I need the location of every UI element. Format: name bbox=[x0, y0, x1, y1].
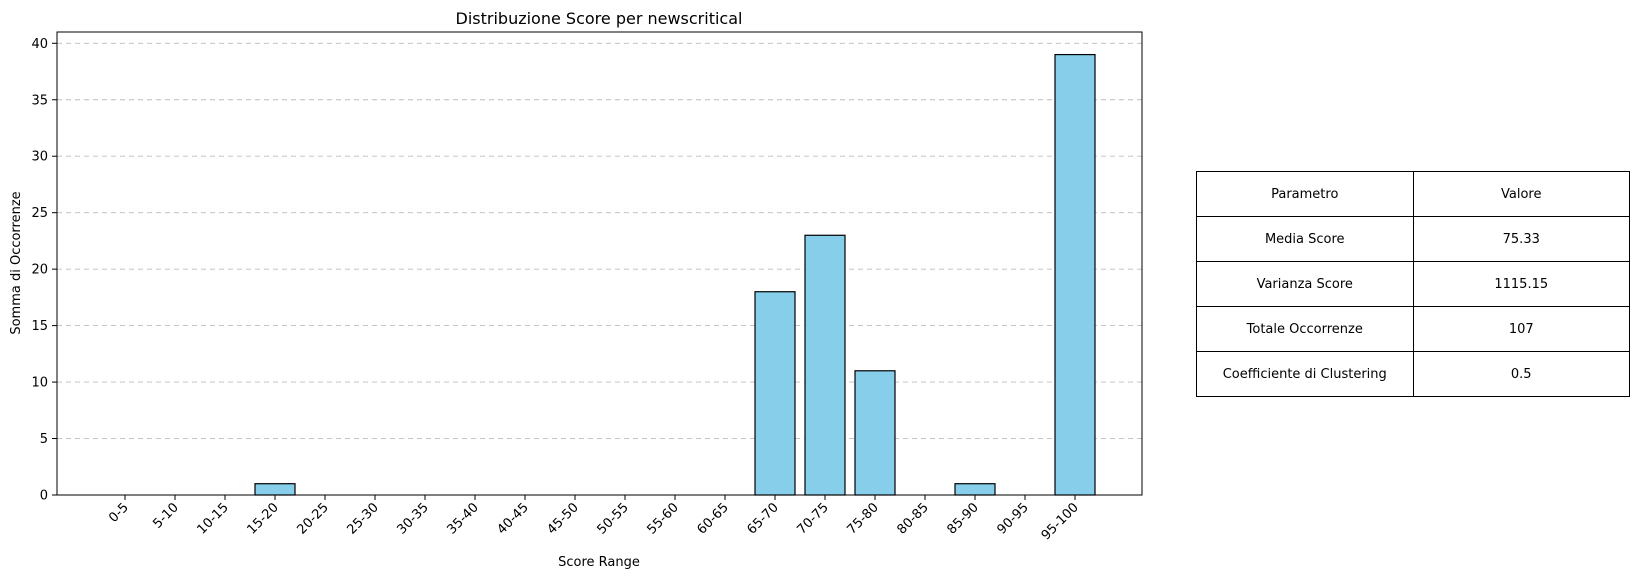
x-tick-label: 15-20 bbox=[245, 500, 282, 537]
y-axis-label: Somma di Occorrenze bbox=[9, 191, 24, 334]
table-header-cell: Valore bbox=[1412, 171, 1630, 217]
y-tick-label: 0 bbox=[40, 489, 48, 504]
x-tick-label: 55-60 bbox=[645, 500, 682, 537]
table-cell-parameter: Media Score bbox=[1196, 216, 1414, 262]
x-tick-label: 90-95 bbox=[995, 500, 1032, 537]
bars bbox=[254, 53, 1096, 496]
table-cell-parameter: Varianza Score bbox=[1196, 261, 1414, 307]
x-tick-label: 50-55 bbox=[595, 500, 632, 537]
statistics-table: Parametro Valore Media Score 75.33 Varia… bbox=[1196, 171, 1630, 397]
x-tick-label: 70-75 bbox=[795, 500, 832, 537]
x-tick-label: 85-90 bbox=[945, 500, 982, 537]
x-tick-label: 5-10 bbox=[150, 500, 181, 531]
table-cell-value: 0.5 bbox=[1412, 351, 1630, 397]
x-tick-label: 40-45 bbox=[495, 500, 532, 537]
table-cell-parameter: Totale Occorrenze bbox=[1196, 306, 1414, 352]
x-axis: 0-5 5-10 10-15 15-20 20-25 25-30 30-35 35-40 40-… bbox=[106, 495, 1082, 543]
table-row: Varianza Score 1115.15 bbox=[1196, 261, 1630, 307]
bar-85-90 bbox=[954, 483, 996, 496]
chart-title: Distribuzione Score per newscritical bbox=[456, 9, 743, 28]
y-tick-label: 10 bbox=[31, 376, 48, 391]
y-tick-label: 40 bbox=[31, 37, 48, 52]
score-distribution-chart: 0 5 10 15 20 25 30 35 40 0-5 5-10 10-15 15-20 20-25 2… bbox=[9, 9, 1143, 570]
x-tick-label: 35-40 bbox=[445, 500, 482, 537]
y-tick-label: 15 bbox=[31, 319, 48, 334]
x-tick-label: 65-70 bbox=[745, 500, 782, 537]
x-tick-label: 20-25 bbox=[295, 500, 332, 537]
x-tick-label: 0-5 bbox=[106, 500, 132, 526]
bar-75-80 bbox=[854, 370, 896, 496]
grid-lines bbox=[57, 42, 1142, 439]
table-cell-value: 75.33 bbox=[1412, 216, 1630, 262]
x-tick-label: 45-50 bbox=[545, 500, 582, 537]
y-tick-label: 30 bbox=[31, 150, 48, 165]
bar-15-20 bbox=[254, 483, 296, 496]
x-tick-label: 80-85 bbox=[895, 500, 932, 537]
y-axis: 0 5 10 15 20 25 30 35 40 bbox=[31, 37, 57, 504]
x-tick-label: 75-80 bbox=[845, 500, 882, 537]
y-tick-label: 5 bbox=[40, 432, 48, 447]
bar-65-70 bbox=[754, 291, 796, 496]
x-tick-label: 10-15 bbox=[195, 500, 232, 537]
x-tick-label: 95-100 bbox=[1039, 500, 1082, 543]
table-row: Coefficiente di Clustering 0.5 bbox=[1196, 351, 1630, 397]
x-axis-label: Score Range bbox=[558, 555, 640, 570]
y-tick-label: 35 bbox=[31, 93, 48, 108]
x-tick-label: 25-30 bbox=[345, 500, 382, 537]
x-tick-label: 30-35 bbox=[395, 500, 432, 537]
table-row: Media Score 75.33 bbox=[1196, 216, 1630, 262]
table-header-row: Parametro Valore bbox=[1196, 171, 1630, 217]
bar-95-100 bbox=[1054, 53, 1096, 496]
x-tick-label: 60-65 bbox=[695, 500, 732, 537]
table-cell-parameter: Coefficiente di Clustering bbox=[1196, 351, 1414, 397]
y-tick-label: 20 bbox=[31, 263, 48, 278]
table-header-cell: Parametro bbox=[1196, 171, 1414, 217]
table-cell-value: 107 bbox=[1412, 306, 1630, 352]
bar-70-75 bbox=[804, 234, 846, 496]
table-row: Totale Occorrenze 107 bbox=[1196, 306, 1630, 352]
y-tick-label: 25 bbox=[31, 206, 48, 221]
table-cell-value: 1115.15 bbox=[1412, 261, 1630, 307]
plot-frame bbox=[56, 31, 1143, 496]
